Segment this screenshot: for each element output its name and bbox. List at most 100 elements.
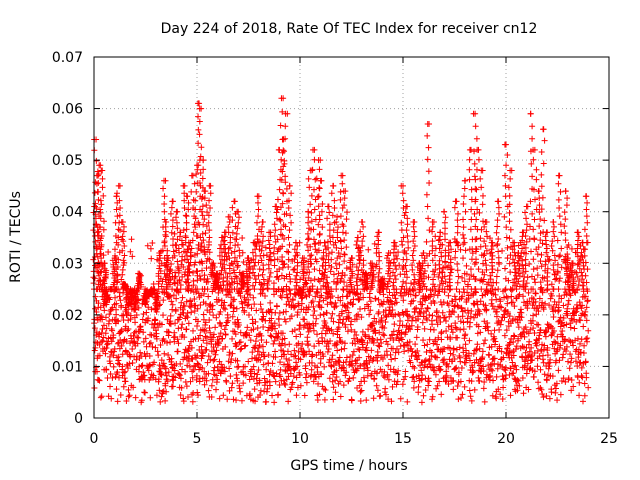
data-point [391, 256, 398, 263]
data-point [452, 248, 459, 255]
data-point [169, 217, 176, 224]
data-point [378, 317, 385, 324]
data-point [199, 267, 206, 274]
data-point [293, 282, 300, 289]
data-point [548, 281, 555, 288]
data-point [326, 221, 333, 228]
data-point [115, 318, 122, 325]
data-point [147, 339, 154, 346]
data-point [320, 276, 327, 283]
data-point [115, 374, 122, 381]
data-point [480, 276, 487, 283]
data-point [450, 309, 457, 316]
data-point [333, 339, 340, 346]
data-point [339, 205, 346, 212]
data-point [119, 266, 126, 273]
data-point [583, 317, 590, 324]
data-point [267, 306, 274, 313]
data-point [194, 250, 201, 257]
data-point [584, 266, 591, 273]
data-point [213, 386, 220, 393]
data-point [192, 215, 199, 222]
data-point [407, 291, 414, 298]
data-point [98, 201, 105, 208]
data-point [182, 368, 189, 375]
data-point [577, 242, 584, 249]
data-point [235, 322, 242, 329]
data-point [180, 398, 187, 405]
data-point [454, 279, 461, 286]
data-point [436, 236, 443, 243]
data-point [529, 210, 536, 217]
data-point [315, 247, 322, 254]
data-point [489, 286, 496, 293]
data-point [513, 280, 520, 287]
data-point [288, 190, 295, 197]
data-point [356, 257, 363, 264]
data-point [519, 257, 526, 264]
data-point [461, 383, 468, 390]
data-point [507, 252, 514, 259]
data-point [278, 156, 285, 163]
data-point [288, 219, 295, 226]
data-point [132, 319, 139, 326]
data-point [202, 322, 209, 329]
data-point [344, 328, 351, 335]
data-point [231, 198, 238, 205]
data-point [260, 262, 267, 269]
data-point [250, 326, 257, 333]
data-point [101, 260, 108, 267]
data-point [389, 331, 396, 338]
data-point [232, 331, 239, 338]
data-point [302, 362, 309, 369]
data-point [203, 202, 210, 209]
data-point [337, 277, 344, 284]
data-point [187, 378, 194, 385]
data-point [575, 233, 582, 240]
data-point [153, 335, 160, 342]
data-point [479, 354, 486, 361]
data-point [530, 156, 537, 163]
data-point [443, 368, 450, 375]
data-point [251, 386, 258, 393]
data-point [226, 255, 233, 262]
data-point [459, 293, 466, 300]
data-point [474, 341, 481, 348]
data-point [198, 105, 205, 112]
data-point [114, 263, 121, 270]
data-point [567, 292, 574, 299]
data-point [543, 249, 550, 256]
data-point [280, 163, 287, 170]
data-point [351, 328, 358, 335]
data-point [582, 308, 589, 315]
data-point [277, 373, 284, 380]
data-point [543, 392, 550, 399]
data-point [439, 241, 446, 248]
data-point [199, 175, 206, 182]
data-point [538, 149, 545, 156]
data-point [447, 239, 454, 246]
data-point [474, 301, 481, 308]
data-point [421, 325, 428, 332]
data-point [343, 265, 350, 272]
data-point [346, 375, 353, 382]
data-point [259, 343, 266, 350]
data-point [366, 311, 373, 318]
data-point [476, 362, 483, 369]
data-point [369, 335, 376, 342]
data-point [107, 360, 114, 367]
data-point [357, 276, 364, 283]
data-point [429, 321, 436, 328]
data-point [389, 383, 396, 390]
data-point [504, 255, 511, 262]
data-point [466, 156, 473, 163]
data-point [399, 309, 406, 316]
data-point [420, 337, 427, 344]
data-point [221, 368, 228, 375]
data-point [326, 233, 333, 240]
data-point [437, 366, 444, 373]
data-point [471, 386, 478, 393]
data-point [256, 342, 263, 349]
data-point [274, 196, 281, 203]
data-point [222, 306, 229, 313]
